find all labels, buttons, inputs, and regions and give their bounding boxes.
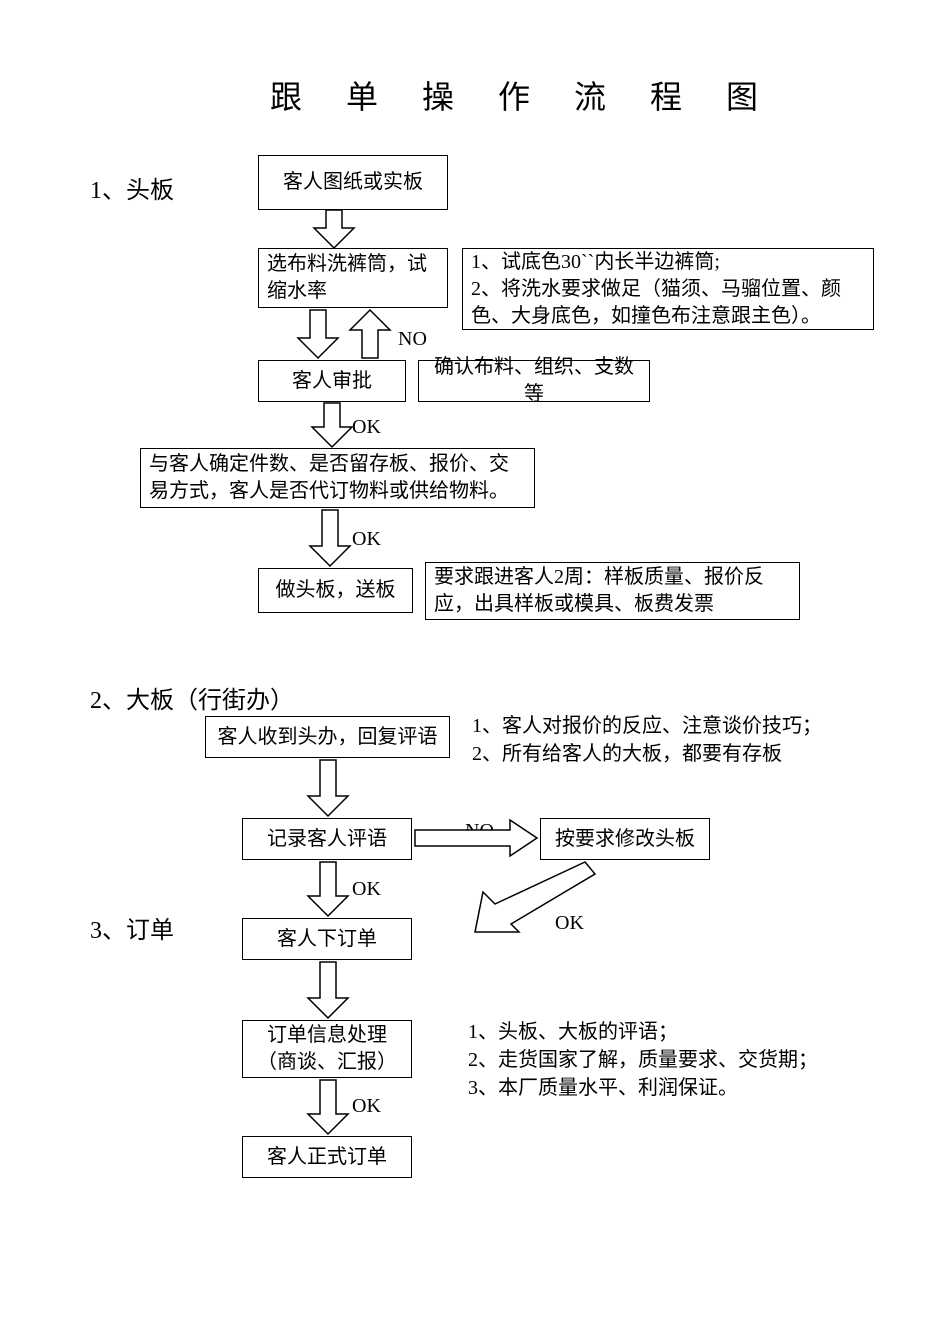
annotation-order-info: 1、头板、大板的评语； 2、走货国家了解，质量要求、交货期； 3、本厂质量水平、…	[468, 1018, 868, 1102]
node-place-order: 客人下订单	[242, 918, 412, 960]
page-title: 跟 单 操 作 流 程 图	[270, 72, 776, 118]
label-ok-2: OK	[352, 528, 381, 551]
label-no-1: NO	[398, 328, 427, 351]
node-select-fabric: 选布料洗裤筒，试缩水率	[258, 248, 448, 308]
arrow-down-2	[298, 310, 338, 358]
section-3-label: 3、订单	[90, 910, 174, 945]
node-confirm-fabric-side: 确认布料、组织、支数等	[418, 360, 650, 402]
annotation-followup: 要求跟进客人2周：样板质量、报价反应，出具样板或模具、板费发票	[425, 562, 800, 620]
node-revise-sample: 按要求修改头板	[540, 818, 710, 860]
node-customer-receive: 客人收到头办，回复评语	[205, 716, 450, 758]
arrow-up-no-1	[350, 310, 390, 358]
section-1-label: 1、头板	[90, 170, 174, 205]
arrow-down-4	[310, 510, 350, 566]
node-customer-drawing: 客人图纸或实板	[258, 155, 448, 210]
node-record-comments: 记录客人评语	[242, 818, 412, 860]
arrow-down-6	[308, 862, 348, 916]
label-ok-5: OK	[352, 1095, 381, 1118]
node-confirm-details: 与客人确定件数、是否留存板、报价、交易方式，客人是否代订物料或供给物料。	[140, 448, 535, 508]
label-ok-1: OK	[352, 416, 381, 439]
node-formal-order: 客人正式订单	[242, 1136, 412, 1178]
arrow-down-5	[308, 760, 348, 816]
node-customer-approve: 客人审批	[258, 360, 406, 402]
arrow-diag-ok-4	[475, 862, 595, 932]
arrow-down-7	[308, 962, 348, 1018]
arrow-down-3	[312, 403, 352, 447]
node-make-sample: 做头板，送板	[258, 568, 413, 613]
annotation-price-reaction: 1、客人对报价的反应、注意谈价技巧； 2、所有给客人的大板，都要有存板	[472, 712, 872, 768]
arrow-down-1	[314, 210, 354, 248]
arrow-right-no-2	[415, 820, 537, 856]
arrow-down-8	[308, 1080, 348, 1134]
annotation-wash-requirements: 1、试底色30``内长半边裤筒; 2、将洗水要求做足（猫须、马骝位置、颜色、大身…	[462, 248, 874, 330]
node-order-process: 订单信息处理（商谈、汇报）	[242, 1020, 412, 1078]
section-2-label: 2、大板（行街办）	[90, 680, 294, 715]
label-ok-3: OK	[352, 878, 381, 901]
